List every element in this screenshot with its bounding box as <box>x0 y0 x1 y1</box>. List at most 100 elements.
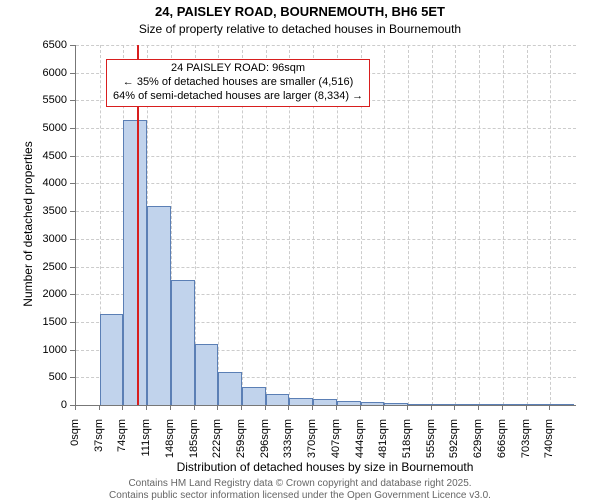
ytick-mark <box>70 350 75 351</box>
ytick-mark <box>70 183 75 184</box>
ytick-mark <box>70 156 75 157</box>
annotation-line2: ← 35% of detached houses are smaller (4,… <box>113 76 363 90</box>
ytick-label: 5500 <box>27 94 67 106</box>
xtick-mark <box>312 405 313 410</box>
footer-line2: Contains public sector information licen… <box>20 490 580 500</box>
xtick-mark <box>407 405 408 410</box>
xtick-label: 37sqm <box>93 419 105 469</box>
ytick-mark <box>70 377 75 378</box>
histogram-bar <box>289 398 313 405</box>
xtick-label: 296sqm <box>259 419 271 469</box>
histogram-bar <box>384 403 408 405</box>
xtick-mark <box>170 405 171 410</box>
chart-title-line1: 24, PAISLEY ROAD, BOURNEMOUTH, BH6 5ET <box>0 4 600 19</box>
gridline-h <box>76 156 576 157</box>
xtick-mark <box>478 405 479 410</box>
histogram-bar <box>147 206 171 405</box>
ytick-label: 2000 <box>27 288 67 300</box>
ytick-mark <box>70 239 75 240</box>
xtick-label: 370sqm <box>306 419 318 469</box>
gridline-v <box>550 45 551 405</box>
histogram-bar <box>337 401 361 405</box>
ytick-mark <box>70 211 75 212</box>
xtick-label: 259sqm <box>235 419 247 469</box>
xtick-label: 666sqm <box>496 419 508 469</box>
xtick-mark <box>502 405 503 410</box>
xtick-label: 518sqm <box>401 419 413 469</box>
xtick-label: 74sqm <box>116 419 128 469</box>
histogram-bar <box>100 314 124 405</box>
xtick-label: 222sqm <box>211 419 223 469</box>
gridline-v <box>432 45 433 405</box>
plot-area: 24 PAISLEY ROAD: 96sqm← 35% of detached … <box>75 45 576 406</box>
xtick-mark <box>288 405 289 410</box>
ytick-mark <box>70 100 75 101</box>
histogram-bar <box>242 387 266 405</box>
gridline-v <box>455 45 456 405</box>
chart-title-line2: Size of property relative to detached ho… <box>0 22 600 36</box>
histogram-bar <box>361 402 385 405</box>
ytick-label: 5000 <box>27 122 67 134</box>
ytick-mark <box>70 294 75 295</box>
ytick-mark <box>70 45 75 46</box>
xtick-mark <box>75 405 76 410</box>
ytick-label: 6500 <box>27 39 67 51</box>
histogram-bar <box>218 372 242 405</box>
histogram-bar <box>408 404 432 405</box>
xtick-mark <box>146 405 147 410</box>
xtick-mark <box>454 405 455 410</box>
xtick-mark <box>265 405 266 410</box>
xtick-mark <box>383 405 384 410</box>
ytick-label: 6000 <box>27 67 67 79</box>
ytick-mark <box>70 73 75 74</box>
xtick-mark <box>194 405 195 410</box>
histogram-bar <box>195 344 219 405</box>
histogram-bar <box>266 394 290 405</box>
xtick-mark <box>217 405 218 410</box>
footer-line1: Contains HM Land Registry data © Crown c… <box>20 478 580 489</box>
ytick-label: 500 <box>27 371 67 383</box>
xtick-label: 0sqm <box>69 419 81 469</box>
gridline-v <box>479 45 480 405</box>
histogram-bar <box>455 404 479 405</box>
xtick-mark <box>122 405 123 410</box>
ytick-mark <box>70 128 75 129</box>
histogram-bar <box>503 404 527 405</box>
gridline-h <box>76 128 576 129</box>
xtick-mark <box>336 405 337 410</box>
gridline-v <box>527 45 528 405</box>
ytick-label: 4500 <box>27 150 67 162</box>
ytick-label: 3500 <box>27 205 67 217</box>
annotation-line1: 24 PAISLEY ROAD: 96sqm <box>113 62 363 76</box>
xtick-mark <box>241 405 242 410</box>
histogram-bar <box>550 404 574 405</box>
ytick-label: 2500 <box>27 261 67 273</box>
xtick-label: 185sqm <box>188 419 200 469</box>
gridline-v <box>503 45 504 405</box>
histogram-bar <box>313 399 337 405</box>
ytick-label: 3000 <box>27 233 67 245</box>
xtick-label: 592sqm <box>448 419 460 469</box>
xtick-mark <box>431 405 432 410</box>
xtick-mark <box>360 405 361 410</box>
xtick-label: 444sqm <box>354 419 366 469</box>
xtick-label: 629sqm <box>472 419 484 469</box>
annotation-box: 24 PAISLEY ROAD: 96sqm← 35% of detached … <box>106 59 370 106</box>
xtick-label: 407sqm <box>330 419 342 469</box>
ytick-mark <box>70 267 75 268</box>
xtick-label: 148sqm <box>164 419 176 469</box>
xtick-mark <box>99 405 100 410</box>
xtick-label: 481sqm <box>377 419 389 469</box>
histogram-bar <box>527 404 551 405</box>
xtick-label: 740sqm <box>543 419 555 469</box>
ytick-label: 1000 <box>27 344 67 356</box>
gridline-h <box>76 183 576 184</box>
ytick-label: 1500 <box>27 316 67 328</box>
xtick-mark <box>549 405 550 410</box>
xtick-label: 555sqm <box>425 419 437 469</box>
gridline-h <box>76 45 576 46</box>
ytick-label: 4000 <box>27 177 67 189</box>
xtick-label: 111sqm <box>140 419 152 469</box>
xtick-label: 333sqm <box>282 419 294 469</box>
xtick-mark <box>526 405 527 410</box>
